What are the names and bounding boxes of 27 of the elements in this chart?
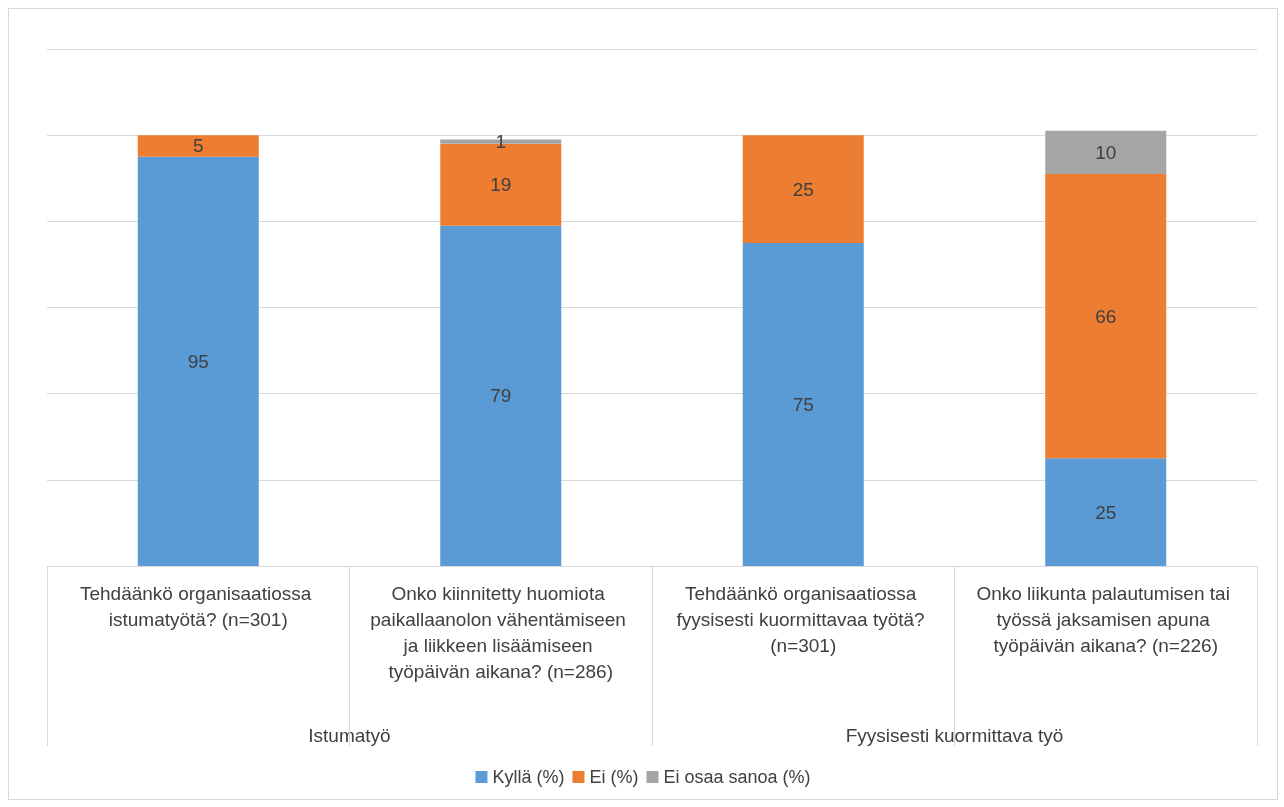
x-tick-label: Onko kiinnitetty huomiota paikallaanolon vähentämiseen ja liikkeen lisäämiseen työpäivän aikana? (n=286) [370,582,632,682]
bar [137,156,259,566]
bar [1045,130,1167,174]
x-tick-label: Onko liikunta palautumisen tai työssä jaksamisen apuna työpäivän aikana? (n=226) [976,582,1236,656]
legend-label: Ei osaa sanoa (%) [663,767,811,787]
bar [742,135,864,243]
data-label: 5 [192,135,204,157]
text: Istumatyö [308,725,391,746]
data-label: 75 [792,393,814,415]
data-label: 1 [495,131,507,153]
data-label: 10 [1095,141,1117,163]
data-label: 25 [1095,501,1117,523]
x-tick-label: Tehdäänkö organisaatiossa istumatyötä? (n=301) [79,582,317,630]
legend-label: Kyllä (%) [492,767,565,787]
text: Fyysisesti kuormittava työ [845,725,1064,746]
data-label: 19 [490,174,512,196]
data-label: 95 [187,350,209,372]
bar [440,225,562,566]
bar [1045,458,1167,566]
data-label: 25 [792,178,814,200]
bar [742,242,864,566]
bar [137,135,259,157]
data-label: 79 [490,385,512,407]
data-label: 66 [1095,305,1117,327]
bar [1045,173,1167,459]
x-tick-label: Tehdäänkö organisaatiossa fyysisesti kuormittavaa työtä? (n=301) [676,582,930,656]
legend-label: Ei (%) [589,767,639,787]
